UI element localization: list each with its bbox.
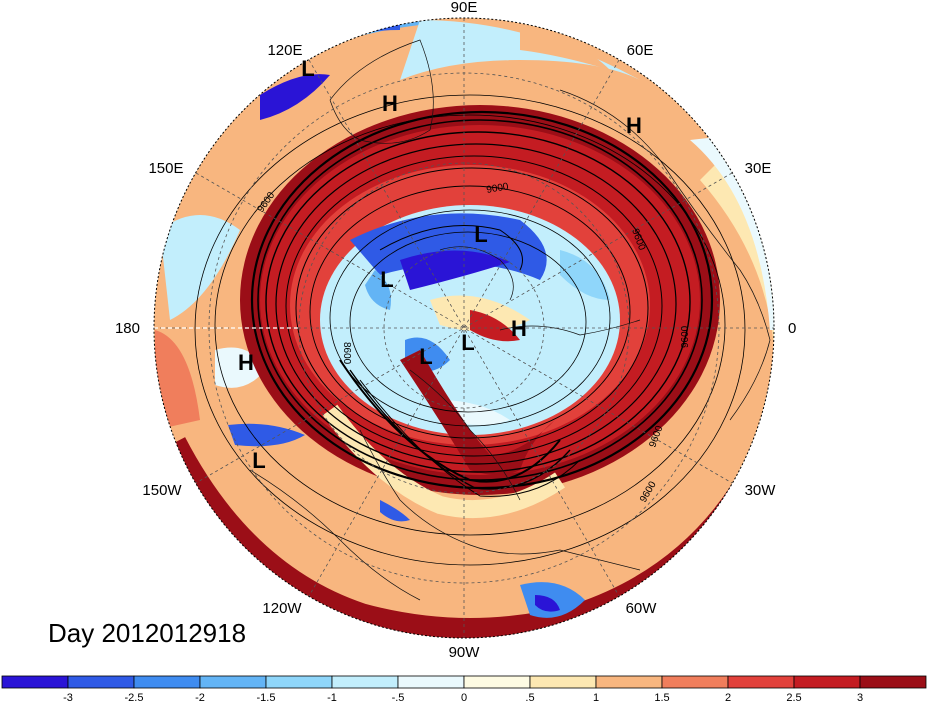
colorbar-tick-label: 2.5: [786, 692, 801, 702]
lon-90e: 90E: [451, 0, 478, 16]
colorbar-swatch: [331, 675, 399, 689]
colorbar-swatch: [397, 675, 465, 689]
graticule: [154, 18, 774, 638]
low-center-marker: L: [419, 344, 432, 369]
day-label: Day 2012012918: [48, 618, 247, 648]
colorbar-swatch: [463, 675, 531, 689]
contour-label: 9000: [486, 181, 510, 196]
low-center-marker: L: [301, 56, 314, 81]
colorbar-swatch: [661, 675, 729, 689]
colorbar-swatch: [793, 675, 861, 689]
high-center-marker: H: [626, 113, 642, 138]
map-boundary: [153, 17, 775, 639]
colorbar-tick-label: 0: [461, 692, 467, 702]
lon-150e: 150E: [148, 160, 183, 177]
colorbar-swatch: [529, 675, 597, 689]
lon-120e: 120E: [267, 42, 302, 59]
colorbar-swatch: [265, 675, 333, 689]
high-center-marker: H: [382, 91, 398, 116]
contour-label: 9600: [680, 325, 691, 348]
coastlines: [249, 39, 771, 601]
colorbar: -3 -2.5 -2 -1.5 -1 -.5 0 .5 1 1.5 2 2.5 3: [1, 675, 927, 702]
lon-60e: 60E: [627, 42, 654, 59]
colorbar-swatch: [595, 675, 663, 689]
colorbar-tick-labels: -3 -2.5 -2 -1.5 -1 -.5 0 .5 1 1.5 2 2.5 3: [63, 692, 863, 702]
colorbar-tick-label: 2: [725, 692, 731, 702]
colorbar-tick-label: 1: [593, 692, 599, 702]
pressure-centers: L H H L L H L L H L: [238, 56, 642, 473]
colorbar-tick-label: -2: [195, 692, 205, 702]
colorbar-swatch: [67, 675, 135, 689]
colorbar-tick-label: -.5: [392, 692, 405, 702]
colorbar-tick-label: -1: [327, 692, 337, 702]
colorbar-tick-label: 1.5: [654, 692, 669, 702]
high-center-marker: H: [511, 316, 527, 341]
colorbar-tick-label: -1.5: [257, 692, 276, 702]
lon-150w: 150W: [142, 482, 182, 499]
low-center-marker: L: [380, 267, 393, 292]
lon-0: 0: [788, 320, 796, 337]
colorbar-swatch: [199, 675, 267, 689]
colorbar-swatch: [133, 675, 201, 689]
low-center-marker: L: [474, 222, 487, 247]
lon-180: 180: [115, 320, 140, 337]
longitude-labels: 90E 60E 30E 0 30W 60W 90W 120W 150W 180 …: [115, 0, 796, 661]
high-center-marker: H: [238, 350, 254, 375]
contour-label: 8600: [341, 342, 352, 365]
height-contours: [194, 94, 746, 566]
lon-30w: 30W: [745, 482, 777, 499]
lon-120w: 120W: [262, 600, 302, 617]
lon-90w: 90W: [449, 644, 481, 661]
colorbar-tick-label: -2.5: [125, 692, 144, 702]
colorbar-tick-label: -3: [63, 692, 73, 702]
lon-60w: 60W: [626, 600, 658, 617]
colorbar-swatches: [1, 675, 927, 689]
colorbar-swatch: [859, 675, 927, 689]
colorbar-swatch: [1, 675, 69, 689]
lon-30e: 30E: [745, 160, 772, 177]
low-center-marker: L: [252, 448, 265, 473]
low-center-marker: L: [461, 330, 474, 355]
colorbar-tick-label: .5: [525, 692, 534, 702]
colorbar-tick-label: 3: [857, 692, 863, 702]
colorbar-swatch: [727, 675, 795, 689]
